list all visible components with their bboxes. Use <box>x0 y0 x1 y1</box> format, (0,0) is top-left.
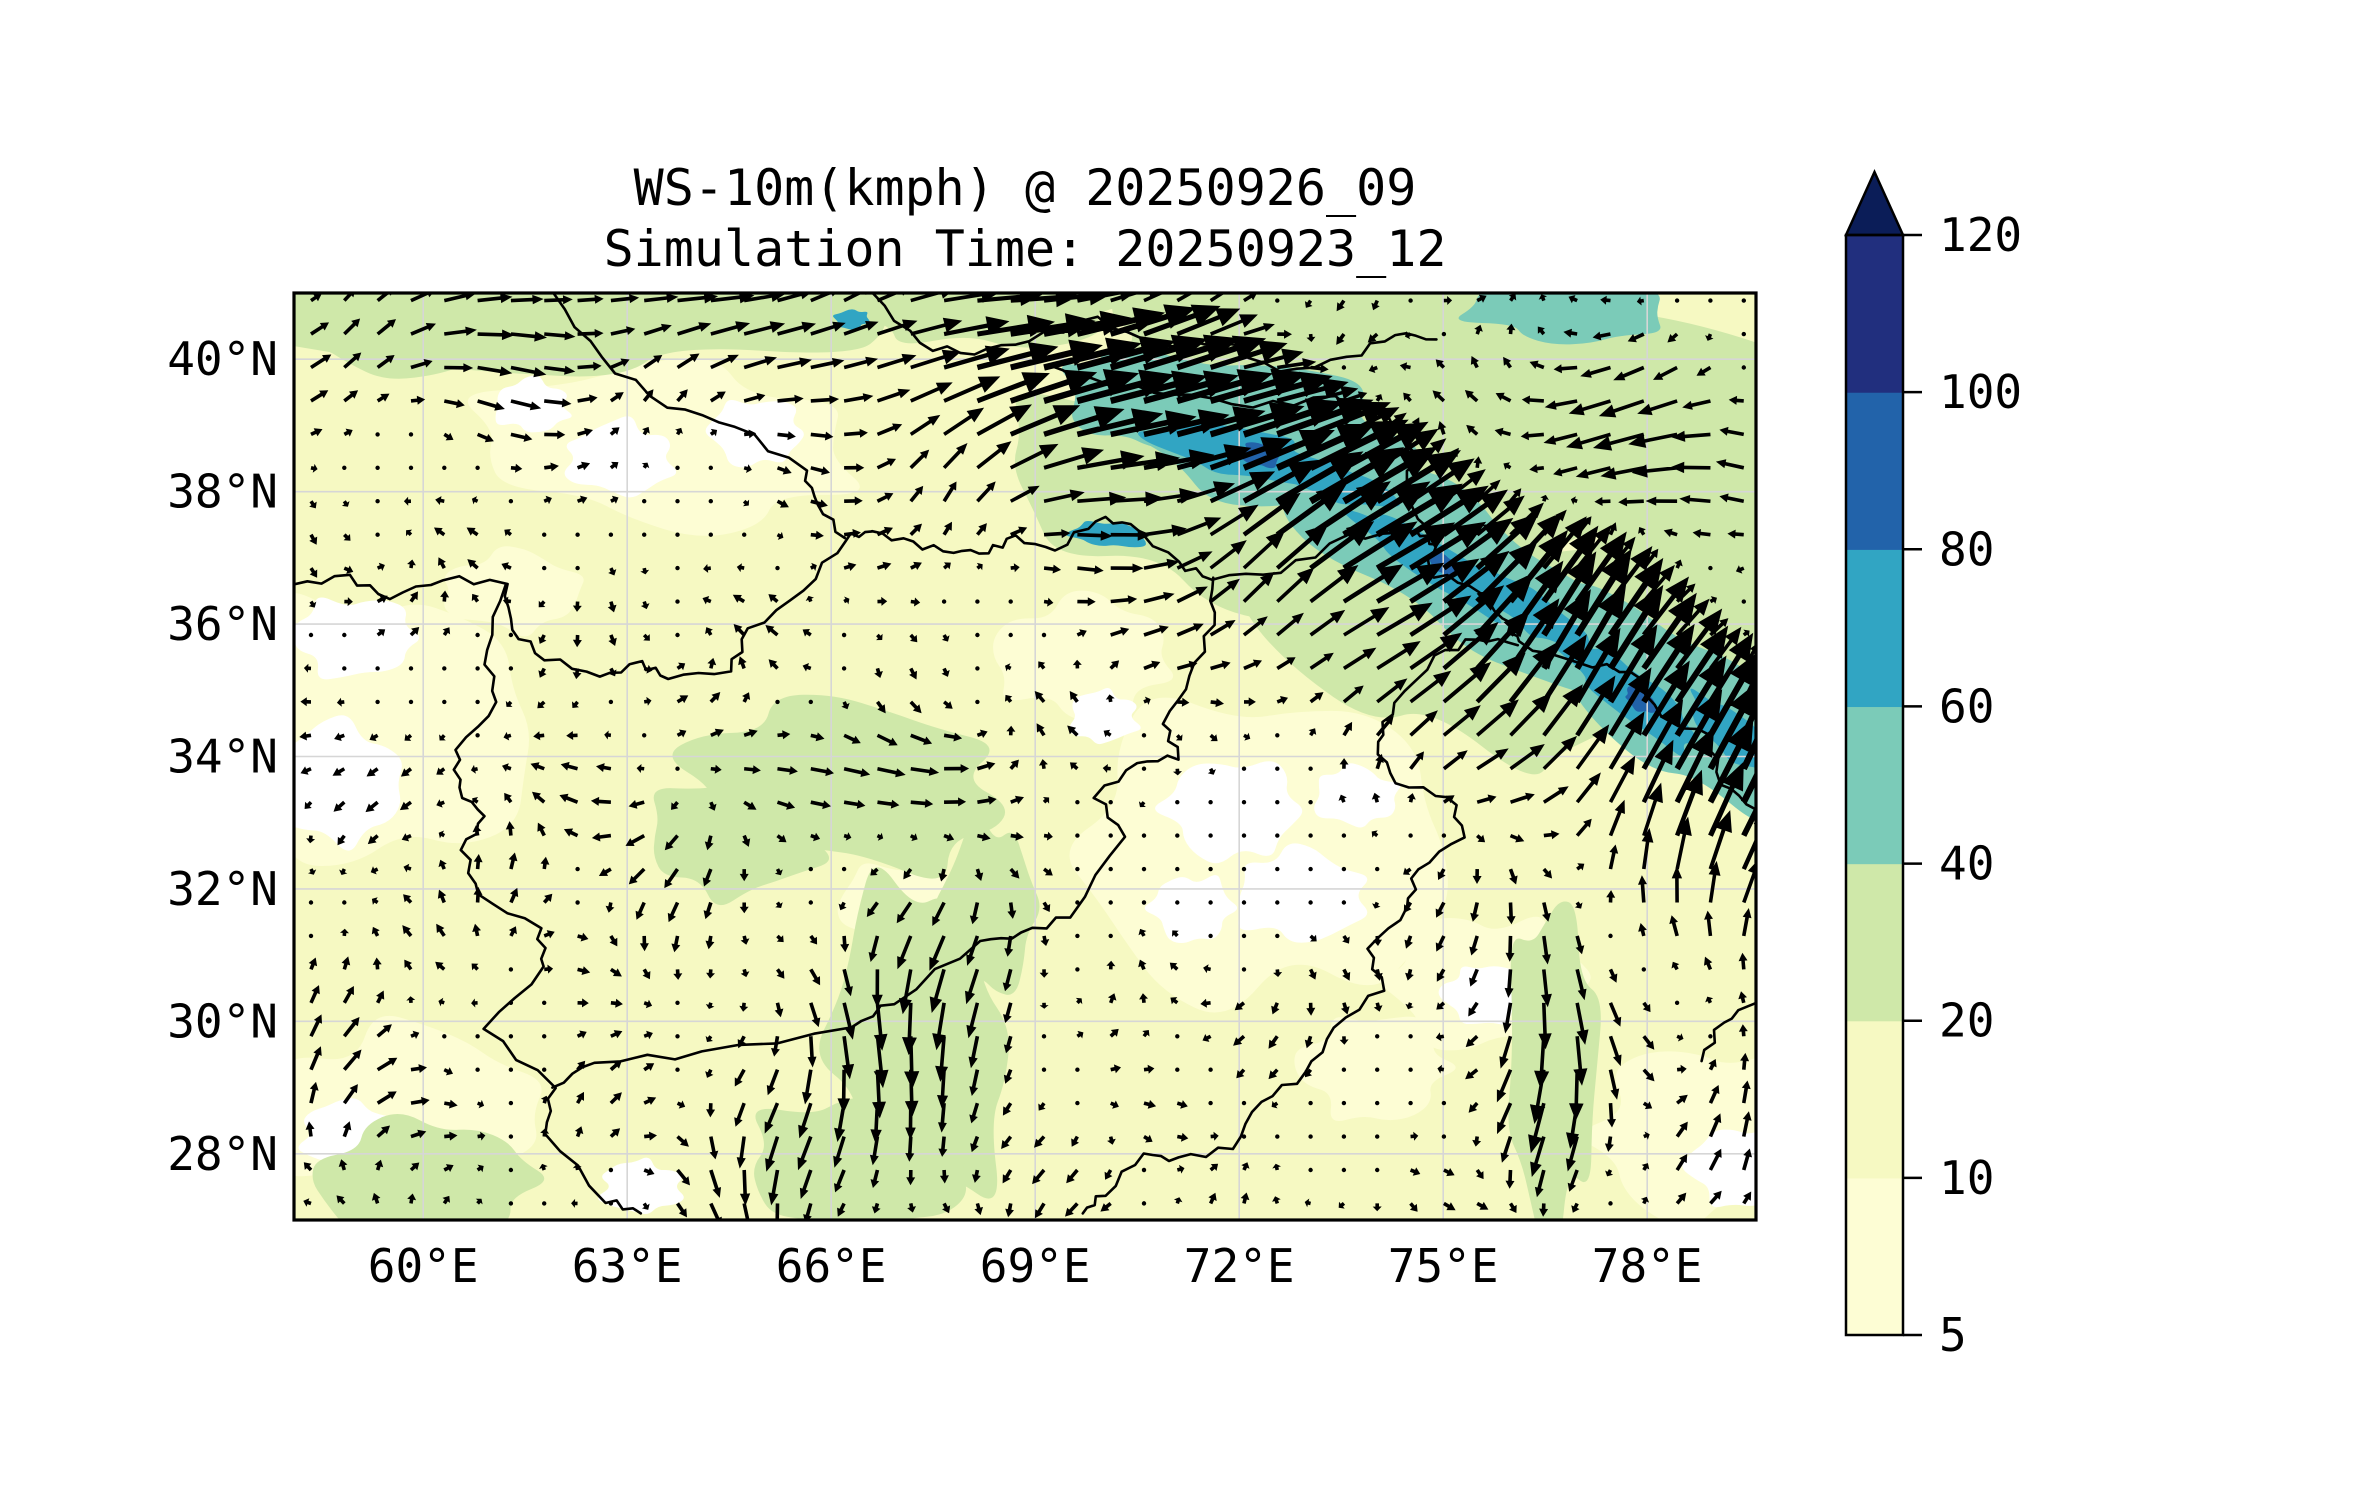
colorbar-segment <box>1846 863 1903 1022</box>
colorbar-segment <box>1846 1020 1903 1179</box>
plot-subtitle: Simulation Time: 20250923_12 <box>604 220 1447 278</box>
colorbar-segment <box>1846 1177 1903 1336</box>
colorbar-tick-label: 80 <box>1939 522 1994 576</box>
x-tick-label: 72°E <box>1184 1239 1295 1293</box>
y-axis-tick-labels: 28°N 30°N 32°N 34°N 36°N 38°N 40°N <box>167 332 278 1181</box>
x-tick-label: 63°E <box>572 1239 683 1293</box>
y-tick-label: 38°N <box>167 465 278 519</box>
colorbar-segment <box>1846 392 1903 550</box>
colorbar-tick-label: 120 <box>1939 208 2022 262</box>
y-tick-label: 36°N <box>167 597 278 651</box>
x-tick-label: 78°E <box>1592 1239 1703 1293</box>
colorbar-tick-label: 100 <box>1939 365 2022 419</box>
y-tick-label: 32°N <box>167 862 278 916</box>
colorbar: 5 10 20 40 60 80 100 120 <box>1844 168 2022 1362</box>
plot-title: WS-10m(kmph) @ 20250926_09 <box>634 159 1417 217</box>
y-tick-label: 34°N <box>167 730 278 784</box>
colorbar-extend-arrow <box>1844 168 1905 237</box>
colorbar-tick-label: 60 <box>1939 679 1994 733</box>
colorbar-segment <box>1846 235 1903 393</box>
colorbar-tick-label: 40 <box>1939 837 1994 891</box>
colorbar-tick-label: 5 <box>1939 1308 1967 1362</box>
y-tick-label: 28°N <box>167 1127 278 1181</box>
x-tick-label: 60°E <box>368 1239 479 1293</box>
colorbar-outline <box>1844 233 1905 1337</box>
map-panel <box>294 293 1756 1220</box>
x-axis-tick-labels: 60°E 63°E 66°E 69°E 72°E 75°E 78°E <box>368 1239 1703 1293</box>
y-tick-label: 30°N <box>167 994 278 1048</box>
map-frame <box>292 291 1758 1222</box>
colorbar-segment <box>1846 549 1903 708</box>
wind-quiver-layer <box>299 293 1756 1220</box>
colorbar-tick-label: 10 <box>1939 1151 1994 1205</box>
graticule-layer <box>294 293 1756 1220</box>
x-tick-label: 69°E <box>980 1239 1091 1293</box>
x-tick-label: 66°E <box>776 1239 887 1293</box>
y-tick-label: 40°N <box>167 332 278 386</box>
colorbar-segment <box>1846 706 1903 865</box>
colorbar-tick-label: 20 <box>1939 994 1994 1048</box>
x-tick-label: 75°E <box>1388 1239 1499 1293</box>
